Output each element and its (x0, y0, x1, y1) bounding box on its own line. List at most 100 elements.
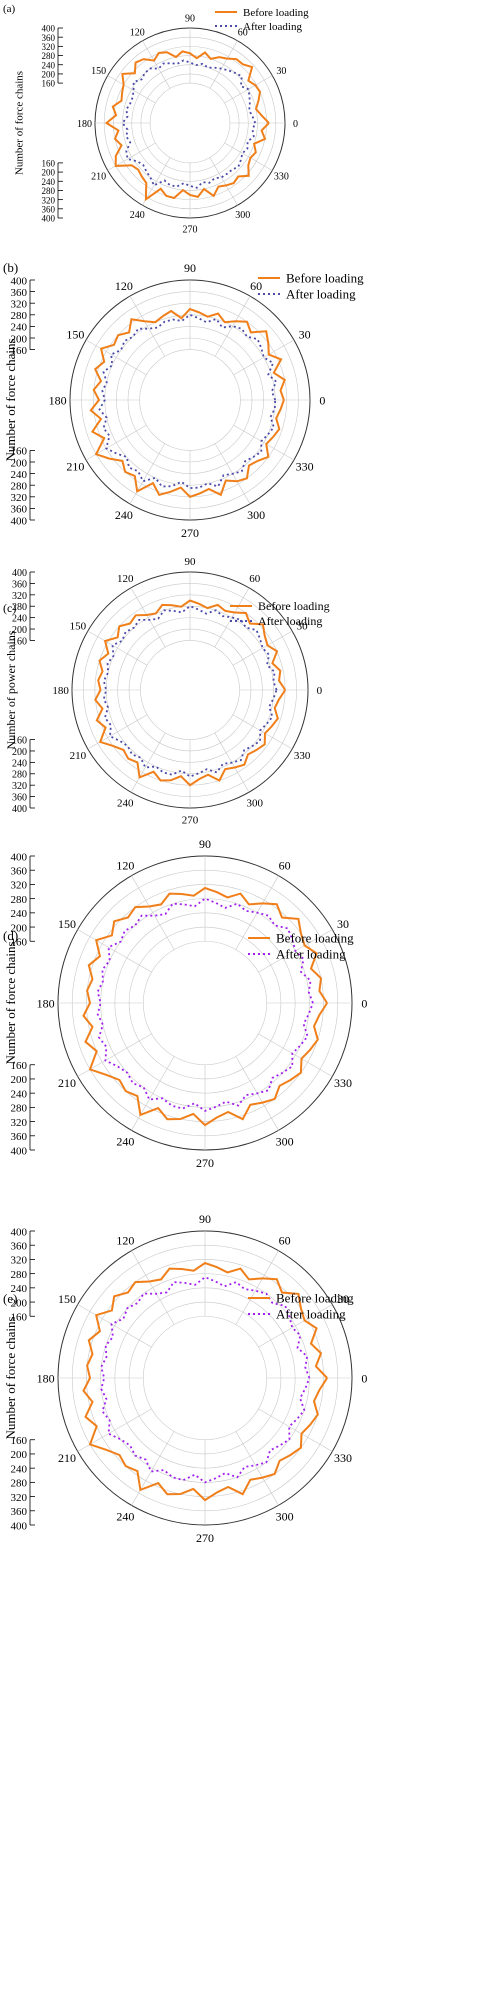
angle-tick-label: 120 (130, 28, 145, 39)
angle-tick-label: 30 (276, 66, 286, 77)
angle-tick-label: 0 (319, 394, 325, 408)
grid-spoke (258, 1033, 333, 1077)
angle-tick-label: 300 (276, 1135, 294, 1149)
polar-chart-4: (d) 0 30 60 90 120 150 180 210 240 270 300 330 160 160… (3, 837, 367, 1170)
radial-tick-label: 240 (42, 177, 56, 187)
radial-tick-label: 240 (12, 758, 27, 769)
angle-tick-label: 240 (130, 210, 145, 221)
radial-tick-label: 320 (12, 591, 27, 602)
grid-circle (140, 640, 240, 740)
angle-tick-label: 150 (91, 66, 106, 77)
legend-label: Before loading (276, 931, 354, 946)
angle-tick-label: 300 (246, 797, 263, 809)
radial-tick-label: 400 (11, 851, 28, 863)
radial-tick-label: 400 (11, 275, 28, 287)
angle-tick-label: 300 (276, 1510, 294, 1524)
series-line-after (96, 897, 314, 1112)
radial-tick-label: 280 (11, 1269, 28, 1281)
radial-tick-label: 360 (12, 793, 27, 804)
radial-tick-label: 240 (11, 1463, 28, 1475)
grid-spoke (235, 1250, 279, 1325)
series-line-before (82, 886, 328, 1127)
radial-tick-label: 200 (12, 747, 27, 758)
radial-tick-label: 280 (11, 310, 28, 322)
radial-tick-label: 360 (11, 1131, 28, 1143)
angle-tick-label: 90 (199, 1212, 211, 1226)
grid-circle (128, 1301, 282, 1455)
angle-tick-label: 60 (250, 279, 262, 293)
grid-spoke (131, 875, 175, 950)
radial-tick-label: 360 (42, 33, 56, 43)
grid-spoke (85, 339, 147, 376)
angle-tick-label: 30 (299, 327, 311, 341)
radial-tick-label: 160 (11, 1312, 28, 1324)
grid-spoke (77, 1304, 152, 1348)
grid-spoke (77, 1033, 152, 1077)
radial-tick-label: 360 (11, 504, 28, 516)
angle-tick-label: 150 (58, 1292, 76, 1306)
legend-label: After loading (276, 947, 346, 962)
grid-spoke (87, 714, 148, 750)
radial-tick-label: 200 (42, 168, 56, 178)
angle-tick-label: 240 (117, 797, 134, 809)
angle-tick-label: 300 (247, 508, 265, 522)
angle-tick-label: 150 (70, 621, 87, 633)
radial-tick-label: 320 (12, 781, 27, 792)
radial-tick-label: 160 (11, 345, 28, 357)
grid-circle (127, 337, 253, 463)
radial-tick-label: 360 (42, 204, 56, 214)
grid-spoke (258, 1408, 333, 1452)
angle-tick-label: 180 (49, 394, 67, 408)
legend-label: After loading (243, 21, 302, 33)
radial-tick-label: 280 (11, 1478, 28, 1490)
radial-tick-label: 200 (11, 1297, 28, 1309)
radial-tick-label: 400 (12, 568, 27, 579)
series-line-before (89, 307, 286, 498)
panel-label: (d) (3, 928, 18, 943)
angle-tick-label: 0 (361, 997, 367, 1011)
angle-tick-label: 210 (58, 1076, 76, 1090)
radial-tick-label: 200 (11, 457, 28, 469)
polar-chart-2: (b) 0 30 60 90 120 150 180 210 240 270 300 330 160 160… (3, 260, 364, 540)
radial-tick-label: 280 (11, 1103, 28, 1115)
legend-label: Before loading (286, 271, 364, 286)
angle-tick-label: 330 (296, 460, 314, 474)
radial-tick-label: 320 (42, 195, 56, 205)
series-line-before (82, 1261, 328, 1502)
radial-tick-label: 240 (42, 60, 56, 70)
angle-tick-label: 330 (294, 750, 311, 762)
radial-tick-label: 240 (11, 908, 28, 920)
radial-tick-label: 400 (11, 515, 28, 527)
radial-tick-label: 160 (11, 1435, 28, 1447)
radial-tick-label: 400 (12, 804, 27, 815)
grid-spoke (258, 1304, 333, 1348)
radial-tick-label: 400 (42, 214, 56, 224)
radial-tick-label: 160 (11, 1060, 28, 1072)
angle-tick-label: 60 (238, 28, 248, 39)
radial-tick-label: 240 (11, 1088, 28, 1100)
angle-tick-label: 210 (91, 172, 106, 183)
radial-tick-label: 360 (11, 287, 28, 299)
grid-spoke (131, 1431, 175, 1506)
radial-tick-label: 160 (12, 736, 27, 747)
y-axis-label: Number of force chains (3, 1316, 18, 1439)
angle-tick-label: 270 (196, 1531, 214, 1545)
radial-tick-label: 200 (11, 333, 28, 345)
radial-tick-label: 240 (11, 469, 28, 481)
grid-spoke (214, 587, 250, 648)
radial-tick-label: 320 (11, 1255, 28, 1267)
angle-tick-label: 330 (274, 172, 289, 183)
grid-spoke (209, 40, 238, 89)
grid-circle (128, 628, 252, 752)
grid-spoke (232, 714, 293, 750)
grid-spoke (77, 1408, 152, 1452)
legend-label: Before loading (258, 599, 330, 613)
radial-tick-label: 360 (12, 579, 27, 590)
series-line-before (94, 599, 287, 787)
y-axis-label: Number of force chains (3, 941, 18, 1064)
radial-tick-label: 160 (12, 636, 27, 647)
legend-label: After loading (258, 614, 322, 628)
legend-label: After loading (276, 1307, 346, 1322)
angle-tick-label: 180 (37, 1372, 55, 1386)
polar-chart-1: (a) 0 30 60 90 120 150 180 210 240 270 300 330 160 160… (3, 3, 309, 235)
